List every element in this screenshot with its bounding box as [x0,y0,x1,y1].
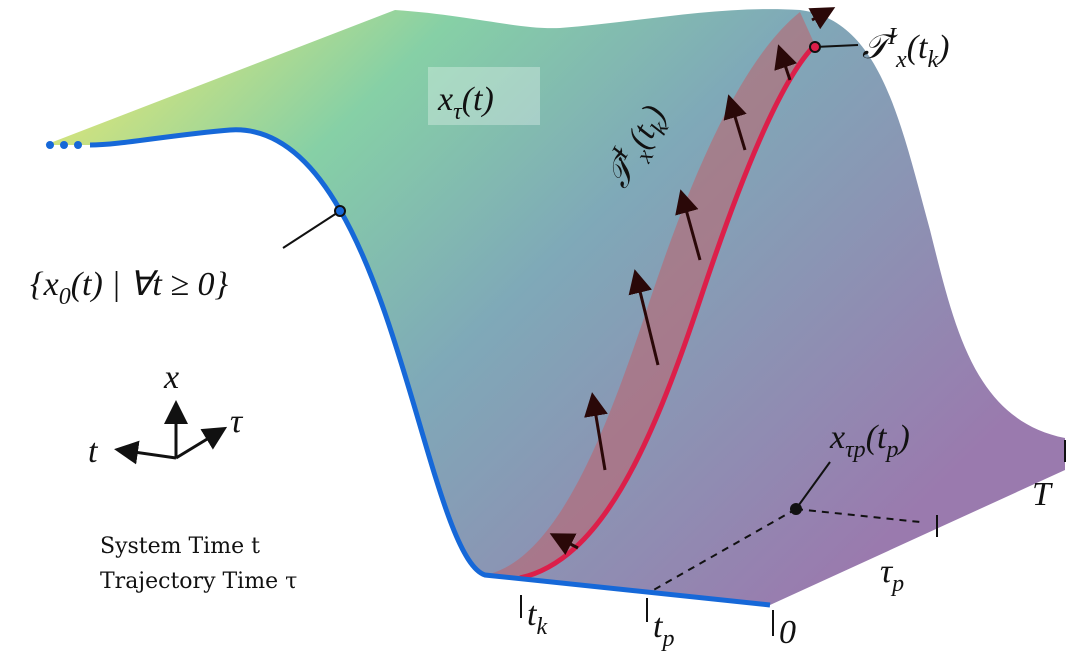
label-part: (t) [462,81,494,118]
point-tangent [809,41,821,53]
label-part: x [829,419,845,456]
label-part: (t) | ∀t ≥ 0} [71,266,229,303]
legend-item: Trajectory Time τ [100,569,297,594]
legend-item: System Time t [100,534,260,559]
point-sample [790,503,802,515]
label-part: ) [936,29,949,66]
math-label: {x0(t) | ∀t ≥ 0} [30,266,228,310]
math-label: xτ(t) [437,81,494,125]
dots [46,141,82,149]
surface [45,9,1065,605]
label-part: t [88,433,99,470]
label-part: x [163,359,179,396]
label-part: p [890,571,904,597]
label-part: ) [896,419,909,456]
label-part: (t [866,419,888,456]
math-label: 𝒯Ix(tk) [862,24,949,73]
label-part: k [536,614,547,640]
point-initial [334,205,346,217]
label-part: τ [230,403,244,440]
label-part: k [927,47,938,73]
leaders [282,44,1066,636]
label-part: τ [880,553,894,590]
label-part: x [437,81,453,118]
math-label: τp [880,553,904,597]
label-part: T [1032,476,1053,513]
math-label: tp [653,608,674,652]
math-label: t [88,433,99,470]
label-part: p [884,437,898,463]
label-part: 0 [779,614,796,651]
trajectory-band [485,12,815,578]
math-label: τ [230,403,244,440]
label-part: I [887,24,897,50]
label-part: t [653,608,664,645]
axes [114,400,228,465]
math-label: x [163,359,179,396]
math-label: 0 [779,614,796,651]
math-label: tk [527,596,547,640]
label-part: τ [453,99,463,125]
label-part: τp [845,437,866,463]
tangent-curve [519,43,817,581]
label-part: {x [30,266,59,303]
label-box [428,67,540,125]
label-part: x [895,47,907,73]
math-label: T [1032,476,1053,513]
label-part: p [660,626,674,652]
math-label: xτp(tp) [829,419,910,463]
label-part: 0 [59,284,71,310]
label-part: (t [907,29,929,66]
initial-curve [89,127,771,608]
arrows [549,7,836,555]
label-part: t [527,596,538,633]
